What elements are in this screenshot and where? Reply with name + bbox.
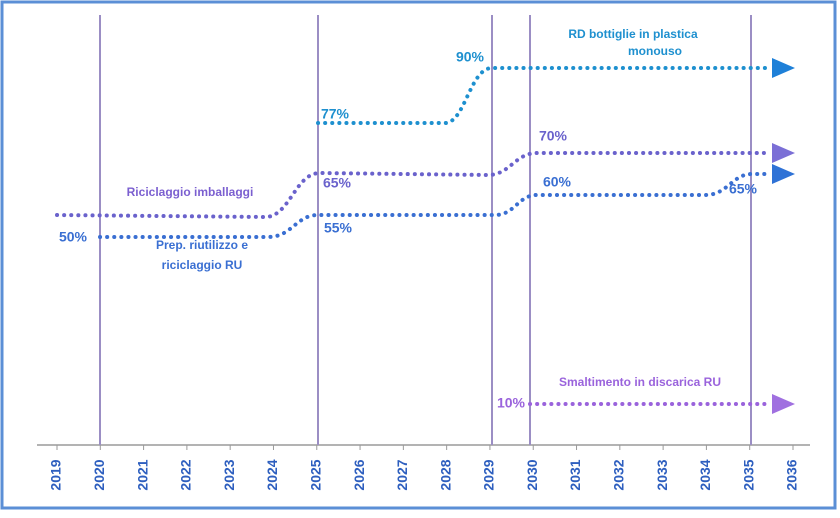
year-label: 2026 <box>351 459 367 490</box>
value-label: 55% <box>324 220 353 236</box>
year-label: 2030 <box>524 459 540 490</box>
value-label: 10% <box>497 395 526 411</box>
series-name: Prep. riutilizzo e <box>156 238 248 252</box>
year-label: 2035 <box>740 459 756 490</box>
year-label: 2036 <box>784 459 800 490</box>
year-label: 2027 <box>394 459 410 490</box>
series-name: riciclaggio RU <box>162 258 243 272</box>
year-label: 2025 <box>307 459 323 490</box>
series-name: RD bottiglie in plastica <box>568 27 698 41</box>
year-label: 2028 <box>437 459 453 490</box>
series-name: Riciclaggio imballaggi <box>127 185 254 199</box>
year-label: 2021 <box>134 459 150 490</box>
year-label: 2023 <box>221 459 237 490</box>
year-lines <box>99 15 752 445</box>
year-label: 2024 <box>264 459 280 490</box>
value-label: 65% <box>323 175 352 191</box>
series-name: Smaltimento in discarica RU <box>559 375 721 389</box>
value-label: 60% <box>543 174 572 190</box>
year-label: 2022 <box>178 459 194 490</box>
year-label: 2031 <box>567 459 583 490</box>
value-label: 77% <box>321 106 350 122</box>
value-label: 50% <box>59 229 88 245</box>
year-label: 2034 <box>697 459 713 490</box>
year-label: 2029 <box>481 459 497 490</box>
value-label: 90% <box>456 49 485 65</box>
year-label: 2032 <box>611 459 627 490</box>
value-label: 65% <box>729 181 758 197</box>
year-label: 2020 <box>91 459 107 490</box>
value-label: 70% <box>539 128 568 144</box>
series-name: monouso <box>628 44 682 58</box>
year-label: 2033 <box>654 459 670 490</box>
trend-lines <box>55 58 795 414</box>
year-label: 2019 <box>48 459 64 490</box>
